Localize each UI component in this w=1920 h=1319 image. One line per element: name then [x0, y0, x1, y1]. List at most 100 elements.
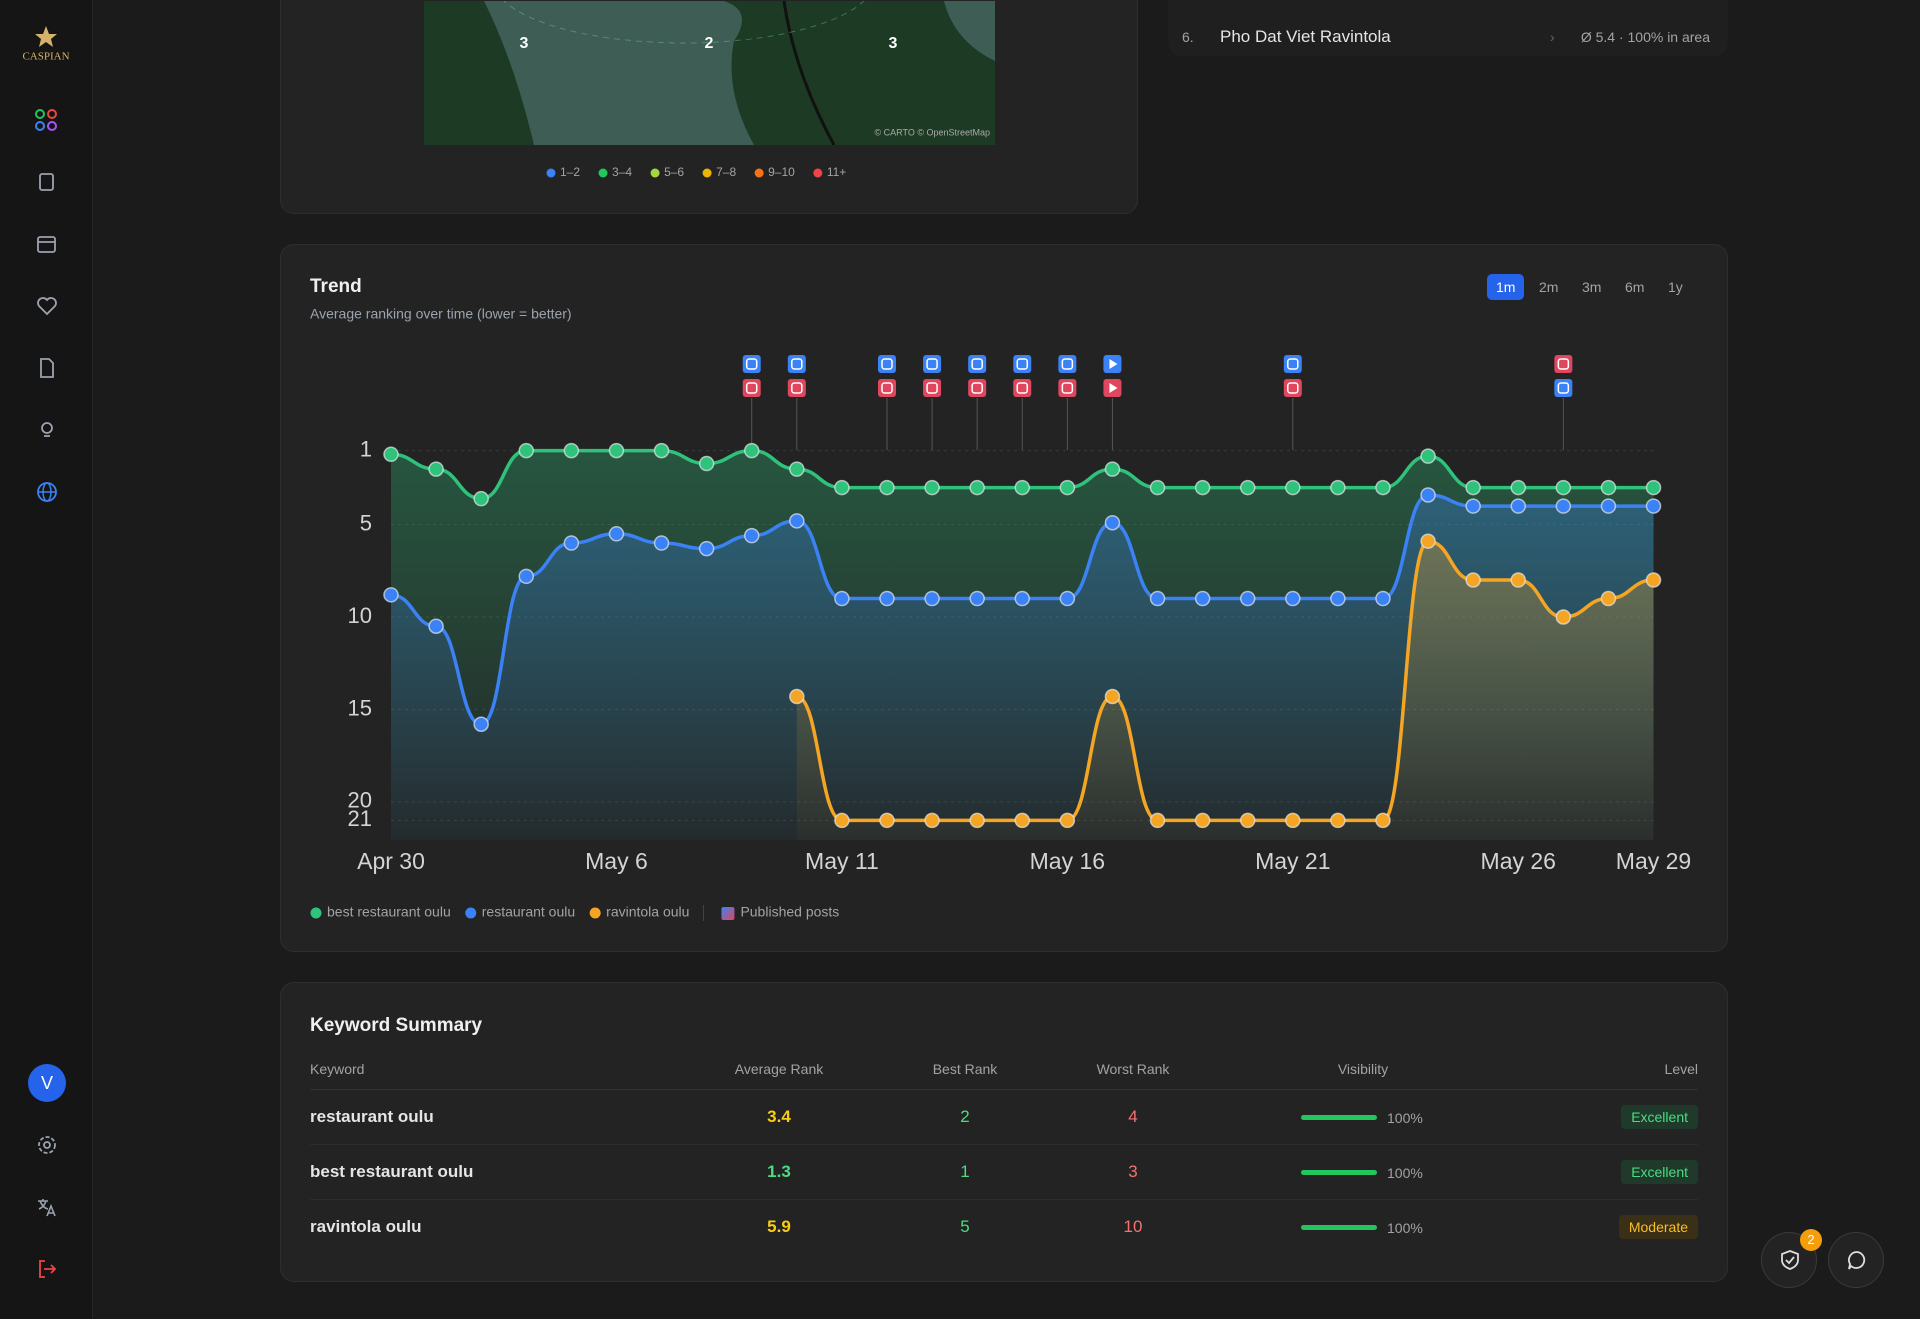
post-glyph: [791, 358, 803, 370]
data-point: [1375, 812, 1391, 829]
shield-button[interactable]: 2: [1761, 1229, 1822, 1288]
post-glyph: [745, 382, 758, 394]
worst-rank: 10: [1123, 1217, 1143, 1236]
nav-favorites[interactable]: [36, 295, 58, 317]
column-header: Visibility: [1337, 1061, 1389, 1077]
data-point: [743, 442, 760, 459]
logo-text: CASPIAN: [22, 51, 69, 63]
notification-badge: 2: [1800, 1229, 1822, 1251]
competitor-stats: Ø 5.4 · 100% in area: [1580, 29, 1710, 45]
keyword: restaurant oulu: [310, 1107, 434, 1126]
sidebar: CASPIAN V: [0, 0, 93, 1319]
post-icon: [1554, 355, 1573, 373]
nav-reports[interactable]: [36, 357, 58, 379]
legend-label: 11+: [827, 165, 846, 179]
post-glyph: [1109, 383, 1118, 393]
data-point: [1285, 479, 1301, 496]
range-button[interactable]: 1y: [1668, 279, 1683, 295]
column-header: Worst Rank: [1096, 1061, 1170, 1077]
nav-web[interactable]: [36, 481, 58, 503]
nav-language[interactable]: [36, 1196, 58, 1218]
data-point: [1104, 461, 1121, 477]
post-icon: [787, 379, 806, 397]
level-badge: Excellent: [1621, 1105, 1698, 1129]
post-icon: [787, 355, 806, 373]
data-point: [698, 455, 715, 472]
y-tick-label: 20: [348, 788, 372, 813]
legend-label: 1–2: [560, 165, 580, 179]
area-fill: [391, 494, 1654, 840]
range-button[interactable]: 2m: [1539, 279, 1559, 295]
range-button[interactable]: 3m: [1582, 279, 1602, 295]
data-point: [473, 716, 489, 733]
legend-dot: [310, 907, 322, 919]
avatar[interactable]: V: [28, 1064, 66, 1102]
row-divider: [310, 1144, 1698, 1145]
map-attribution: © CARTO © OpenStreetMap: [875, 127, 990, 137]
post-glyph: [881, 358, 893, 370]
nav-logout[interactable]: [36, 1258, 58, 1280]
average-rank: 5.9: [767, 1217, 791, 1236]
shield-icon: [1781, 1250, 1799, 1270]
post-icon: [877, 355, 896, 373]
nav-ideas[interactable]: [36, 419, 58, 441]
x-tick-label: May 11: [805, 848, 879, 874]
data-point: [1014, 590, 1031, 607]
data-point: [1104, 688, 1121, 705]
visibility-label: 100%: [1387, 1165, 1423, 1181]
nav-settings[interactable]: [36, 1134, 58, 1156]
data-point: [1059, 590, 1076, 607]
data-point: [924, 590, 940, 607]
post-glyph: [791, 382, 803, 394]
data-point: [428, 461, 444, 477]
data-point: [1059, 812, 1076, 829]
range-button[interactable]: 6m: [1625, 279, 1645, 295]
nav-calendar[interactable]: [36, 233, 58, 255]
data-point: [428, 618, 444, 635]
data-point: [653, 535, 670, 551]
data-point: [1600, 479, 1617, 496]
x-tick-label: May 21: [1255, 848, 1330, 874]
post-glyph: [1016, 382, 1029, 394]
data-point: [1555, 498, 1572, 514]
legend-label: 5–6: [664, 165, 684, 179]
best-rank: 1: [960, 1162, 970, 1181]
data-point: [1330, 590, 1346, 607]
visibility-bar: [1301, 1115, 1377, 1120]
post-icon: [1554, 379, 1573, 397]
chat-button[interactable]: [1828, 1232, 1884, 1288]
post-icon: [1058, 379, 1077, 397]
data-point: [834, 479, 850, 496]
post-glyph: [1061, 382, 1074, 394]
x-tick-label: Apr 30: [357, 848, 425, 874]
post-glyph: [971, 358, 983, 370]
legend-label: 9–10: [768, 165, 795, 179]
nav-tasks[interactable]: [36, 171, 58, 193]
average-rank: 3.4: [767, 1107, 791, 1126]
legend-label: 7–8: [716, 165, 736, 179]
x-tick-label: May 29: [1616, 848, 1691, 874]
map-label: 3: [889, 35, 898, 52]
post-glyph: [1109, 359, 1118, 369]
data-point: [473, 490, 489, 507]
data-point: [1465, 572, 1481, 588]
data-point: [1194, 812, 1211, 829]
visibility-bar: [1301, 1225, 1377, 1230]
data-point: [1555, 479, 1572, 496]
chart-title: Trend: [310, 276, 362, 297]
data-point: [1239, 812, 1256, 829]
best-rank: 5: [960, 1217, 970, 1236]
data-point: [1059, 479, 1076, 496]
data-point: [1285, 812, 1301, 829]
data-point: [563, 535, 580, 551]
competitor-name: Pho Dat Viet Ravintola: [1220, 27, 1391, 46]
keyword: ravintola oulu: [310, 1217, 422, 1236]
competitor-row[interactable]: 6. Pho Dat Viet Ravintola › Ø 5.4 · 100%…: [1168, 0, 1728, 56]
chat-icon: [1848, 1251, 1866, 1270]
nav-dashboard[interactable]: [34, 108, 58, 132]
data-point: [879, 812, 895, 829]
data-point: [1465, 479, 1481, 496]
post-icon: [968, 379, 987, 397]
post-icon: [1058, 355, 1077, 373]
range-button[interactable]: 1m: [1487, 274, 1525, 300]
